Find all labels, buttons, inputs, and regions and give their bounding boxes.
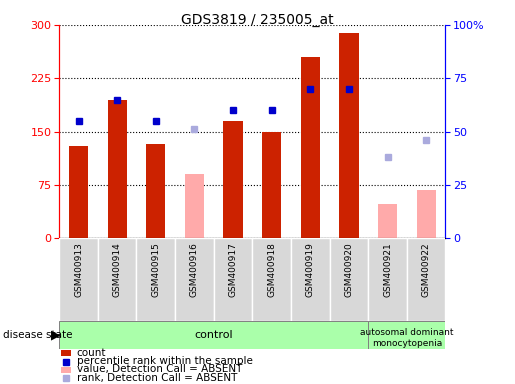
Text: GSM400916: GSM400916 <box>190 242 199 297</box>
Bar <box>61 367 71 372</box>
Bar <box>108 99 127 238</box>
Bar <box>252 238 291 321</box>
Bar <box>59 321 368 349</box>
Text: GSM400913: GSM400913 <box>74 242 83 297</box>
Text: GSM400918: GSM400918 <box>267 242 276 297</box>
Bar <box>368 321 445 349</box>
Text: GSM400917: GSM400917 <box>229 242 237 297</box>
Bar <box>175 238 214 321</box>
Bar <box>224 121 243 238</box>
Bar <box>417 190 436 238</box>
Bar <box>146 144 165 238</box>
Bar <box>339 33 358 238</box>
Text: rank, Detection Call = ABSENT: rank, Detection Call = ABSENT <box>77 372 237 382</box>
Bar <box>69 146 88 238</box>
Text: GSM400914: GSM400914 <box>113 242 122 297</box>
Bar <box>330 238 368 321</box>
Text: GSM400920: GSM400920 <box>345 242 353 297</box>
Bar <box>262 131 281 238</box>
Text: GSM400922: GSM400922 <box>422 242 431 297</box>
Text: GSM400921: GSM400921 <box>383 242 392 297</box>
Text: monocytopenia: monocytopenia <box>372 339 442 348</box>
Bar <box>301 57 320 238</box>
Text: control: control <box>194 330 233 340</box>
Text: value, Detection Call = ABSENT: value, Detection Call = ABSENT <box>77 364 242 374</box>
Text: autosomal dominant: autosomal dominant <box>360 328 454 337</box>
Bar <box>136 238 175 321</box>
Text: GSM400915: GSM400915 <box>151 242 160 297</box>
Bar <box>61 351 71 356</box>
Bar <box>378 204 397 238</box>
Text: percentile rank within the sample: percentile rank within the sample <box>77 356 252 366</box>
Bar <box>368 238 407 321</box>
Text: disease state: disease state <box>3 330 72 340</box>
Bar <box>185 174 204 238</box>
Bar <box>407 238 445 321</box>
Bar <box>291 238 330 321</box>
Text: ▶: ▶ <box>50 329 60 341</box>
Bar <box>98 238 136 321</box>
Bar <box>214 238 252 321</box>
Text: GSM400919: GSM400919 <box>306 242 315 297</box>
Text: GDS3819 / 235005_at: GDS3819 / 235005_at <box>181 13 334 27</box>
Bar <box>59 238 98 321</box>
Text: count: count <box>77 348 106 358</box>
